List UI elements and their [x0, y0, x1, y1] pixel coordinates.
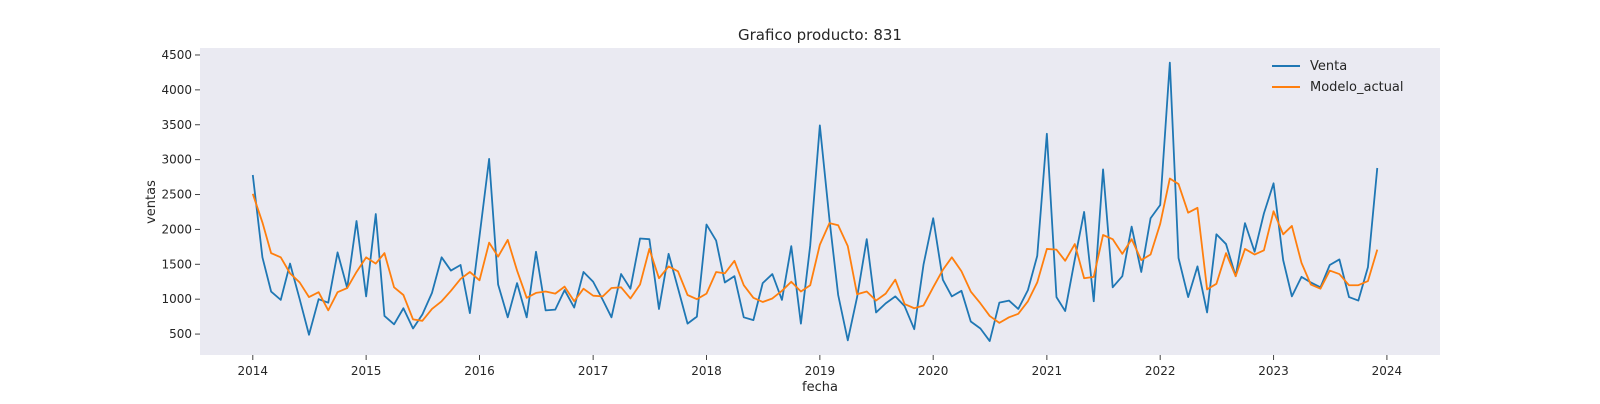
legend: Venta Modelo_actual: [1272, 59, 1404, 95]
x-tick-label: 2016: [464, 364, 495, 378]
y-tick-label: 4500: [161, 48, 192, 62]
x-axis: 2014 2015 2016 2017 2018 2019 2020 2021 2022 2023…: [238, 355, 1403, 378]
x-tick-label: 2024: [1372, 364, 1403, 378]
x-tick-label: 2015: [351, 364, 382, 378]
plot-area-background: [200, 48, 1440, 355]
x-tick-label: 2022: [1145, 364, 1176, 378]
series-line-venta: [251, 61, 1379, 342]
chart-title: Grafico producto: 831: [738, 26, 902, 44]
y-tick-label: 4000: [161, 83, 192, 97]
series-layer: [251, 61, 1379, 342]
x-tick-label: 2020: [918, 364, 949, 378]
x-tick-label: 2023: [1258, 364, 1289, 378]
y-tick-label: 3000: [161, 153, 192, 167]
y-axis-label: ventas: [144, 180, 159, 224]
x-tick-label: 2021: [1032, 364, 1063, 378]
y-tick-label: 1500: [161, 257, 192, 271]
x-axis-label: fecha: [802, 380, 838, 395]
y-axis: 500 1000 1500 2000 2500 3000 3500 4000 4500: [161, 48, 200, 341]
y-tick-label: 2000: [161, 222, 192, 236]
y-tick-label: 3500: [161, 118, 192, 132]
legend-label: Venta: [1310, 59, 1347, 74]
y-tick-label: 2500: [161, 188, 192, 202]
x-tick-label: 2019: [805, 364, 836, 378]
series-line-modelo-actual: [251, 177, 1379, 324]
y-tick-label: 500: [169, 327, 192, 341]
x-tick-label: 2017: [578, 364, 609, 378]
x-tick-label: 2018: [691, 364, 722, 378]
y-tick-label: 1000: [161, 292, 192, 306]
x-tick-label: 2014: [238, 364, 269, 378]
legend-label: Modelo_actual: [1310, 80, 1404, 95]
